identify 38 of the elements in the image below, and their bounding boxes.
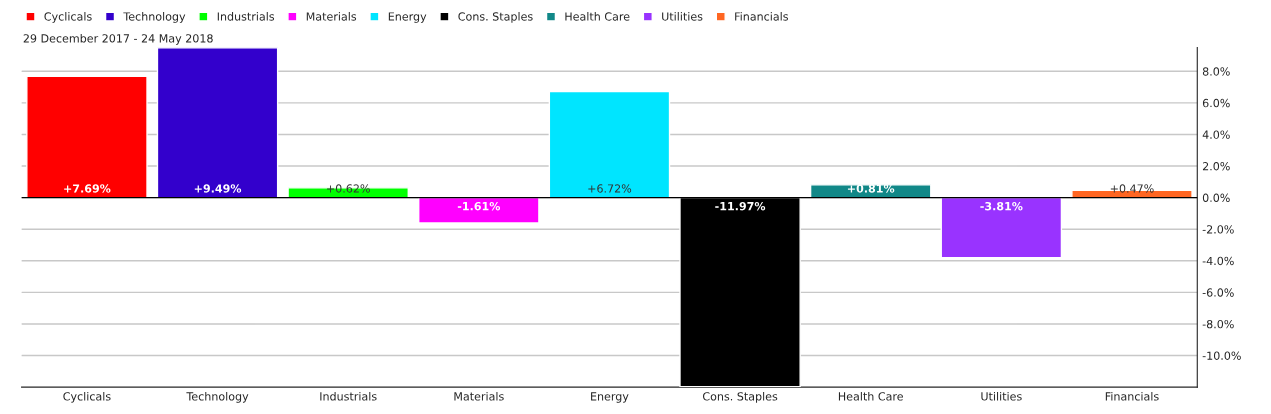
x-tick-label: Utilities: [981, 391, 1022, 401]
x-tick-label: Health Care: [838, 391, 903, 401]
y-tick-label: 0.0%: [1202, 193, 1230, 202]
data-label: -11.97%: [715, 201, 766, 211]
y-tick-label: -8.0%: [1202, 319, 1234, 329]
x-tick-label: Industrials: [320, 391, 377, 401]
x-tick-label: Cons. Staples: [702, 391, 778, 403]
y-tick-label: -6.0%: [1202, 288, 1234, 297]
legend-label: Cons. Staples: [458, 12, 533, 23]
y-tick-label: -10.0%: [1202, 351, 1241, 360]
legend-label: Industrials: [217, 12, 275, 21]
y-tick-label: -2.0%: [1202, 225, 1234, 234]
data-label: -3.81%: [980, 201, 1023, 211]
x-tick-label: Materials: [454, 391, 504, 401]
data-label: +0.47%: [1110, 184, 1154, 193]
data-label: +0.81%: [847, 184, 895, 193]
legend-label: Financials: [735, 12, 788, 21]
data-label: +7.69%: [64, 184, 111, 193]
legend-label: Cyclicals: [44, 12, 92, 23]
data-label: -1.61%: [457, 201, 501, 211]
y-tick-label: -4.0%: [1202, 256, 1234, 266]
x-tick-label: Energy: [591, 392, 629, 403]
legend-label: Health Care: [565, 12, 630, 21]
y-tick-label: 6.0%: [1202, 98, 1230, 108]
legend-label: Energy: [388, 12, 427, 23]
x-tick-label: Cyclicals: [63, 391, 111, 403]
data-label: +9.49%: [194, 184, 242, 193]
legend-label: Utilities: [662, 12, 703, 21]
x-tick-label: Technology: [186, 391, 249, 403]
y-tick-label: 4.0%: [1202, 130, 1230, 139]
y-tick-label: 2.0%: [1202, 162, 1230, 171]
legend-label: Materials: [306, 12, 357, 21]
data-label: +6.72%: [588, 184, 632, 193]
chart-subtitle: 29 December 2017 - 24 May 2018: [23, 33, 213, 45]
data-label: +0.62%: [327, 184, 370, 193]
legend-label: Technology: [123, 12, 186, 23]
y-tick-label: 8.0%: [1202, 67, 1230, 76]
x-tick-label: Financials: [1105, 391, 1159, 401]
